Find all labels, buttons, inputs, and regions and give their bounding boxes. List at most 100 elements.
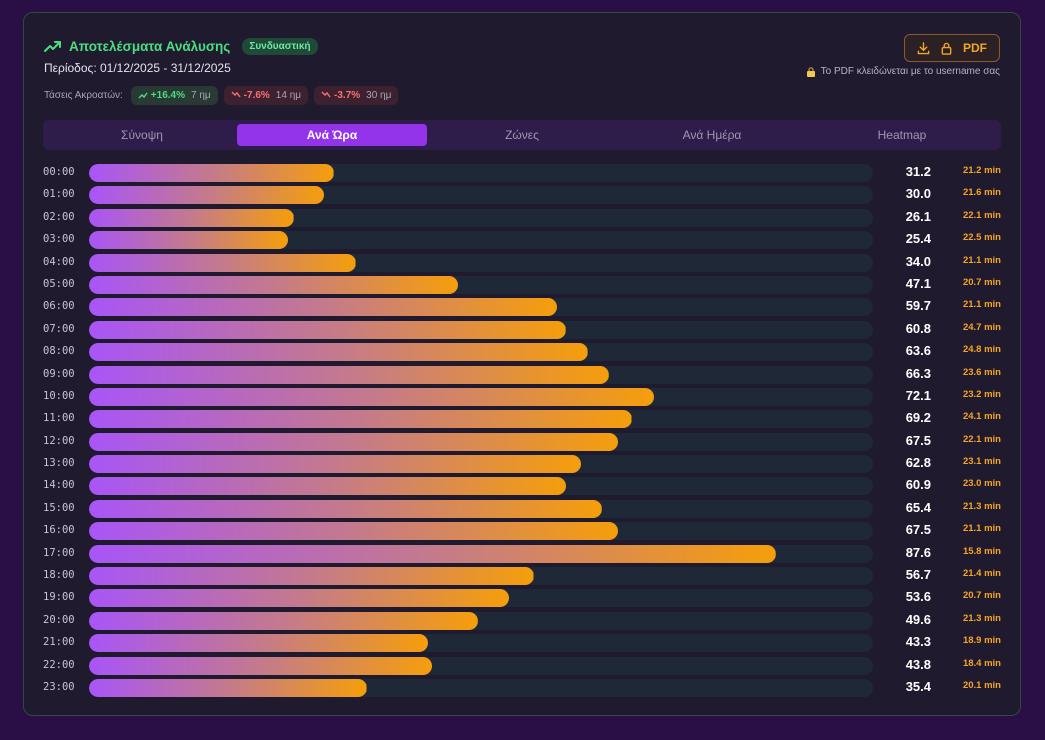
bar-value: 30.0 — [905, 186, 931, 202]
trend-days: 30 ημ — [366, 89, 392, 101]
hour-label: 21:00 — [43, 636, 75, 649]
bar-value: 67.5 — [905, 432, 931, 448]
tab-zones[interactable]: Ζώνες — [505, 128, 539, 142]
bar-fill — [89, 186, 325, 205]
avg-duration: 18.9 min — [962, 635, 1001, 647]
bar-value: 63.6 — [905, 343, 931, 359]
hour-row: 02:00 26.1 22.1 min — [43, 207, 1001, 229]
hour-row: 14:00 60.9 23.0 min — [43, 475, 1001, 497]
avg-duration: 21.1 min — [962, 254, 1001, 266]
pdf-lock-note: Το PDF κλειδώνεται με το username σας — [806, 66, 1000, 77]
bar-value: 43.8 — [905, 656, 931, 672]
bar-fill — [89, 231, 289, 250]
lock-icon — [941, 42, 952, 55]
bar-value: 87.6 — [905, 544, 931, 560]
tab-by-hour[interactable]: Ανά Ώρα — [237, 124, 427, 146]
bar-track — [89, 275, 873, 294]
tab-by-day[interactable]: Ανά Ημέρα — [682, 128, 742, 142]
hour-row: 15:00 65.4 21.3 min — [43, 498, 1001, 520]
hour-row: 16:00 67.5 21.1 min — [43, 520, 1001, 542]
bar-track — [89, 477, 873, 496]
avg-duration: 21.3 min — [962, 500, 1001, 512]
avg-duration: 23.0 min — [962, 478, 1001, 490]
bar-fill — [89, 477, 567, 496]
avg-duration: 21.1 min — [962, 299, 1001, 311]
hour-label: 15:00 — [43, 501, 75, 514]
bar-fill — [89, 320, 566, 339]
bar-value: 34.0 — [905, 253, 931, 269]
avg-duration: 24.8 min — [962, 344, 1001, 356]
hour-label: 14:00 — [43, 479, 75, 492]
hour-label: 13:00 — [43, 457, 75, 470]
hour-label: 06:00 — [43, 300, 75, 313]
hour-label: 17:00 — [43, 546, 75, 559]
bar-fill — [89, 410, 632, 429]
hour-label: 16:00 — [43, 524, 75, 537]
hour-row: 07:00 60.8 24.7 min — [43, 319, 1001, 341]
bar-fill — [89, 164, 334, 182]
bar-fill — [89, 387, 655, 406]
hour-label: 10:00 — [43, 389, 75, 402]
bar-track — [89, 164, 873, 182]
bar-track — [89, 320, 873, 339]
bar-fill — [89, 455, 582, 474]
bar-track — [89, 611, 873, 630]
listener-trends: Τάσεις Ακροατών: +16.4% 7 ημ -7.6% 14 ημ — [44, 85, 1000, 105]
bar-fill — [89, 678, 367, 697]
bar-value: 31.2 — [905, 164, 931, 179]
hour-label: 22:00 — [43, 658, 75, 671]
lock-icon — [806, 66, 815, 77]
hour-row: 05:00 47.1 20.7 min — [43, 274, 1001, 296]
trend-days: 7 ημ — [191, 89, 211, 101]
avg-duration: 22.5 min — [962, 232, 1001, 244]
hour-row: 18:00 56.7 21.4 min — [43, 565, 1001, 587]
bar-track — [89, 298, 873, 317]
bar-fill — [89, 544, 776, 563]
bar-track — [89, 522, 873, 541]
bar-track — [89, 634, 873, 653]
hour-row: 03:00 25.4 22.5 min — [43, 229, 1001, 251]
bar-value: 60.8 — [905, 320, 931, 336]
bar-track — [89, 253, 873, 272]
bar-track — [89, 678, 873, 697]
hour-row: 04:00 34.0 21.1 min — [43, 252, 1001, 274]
hour-label: 19:00 — [43, 591, 75, 604]
trending-down-icon — [231, 91, 241, 98]
tab-heatmap[interactable]: Heatmap — [877, 128, 927, 142]
tab-summary[interactable]: Σύνοψη — [121, 128, 163, 142]
bar-fill — [89, 589, 510, 608]
hour-row: 01:00 30.0 21.6 min — [43, 184, 1001, 206]
bar-track — [89, 343, 873, 362]
avg-duration: 20.7 min — [962, 590, 1001, 602]
bar-fill — [89, 275, 459, 294]
avg-duration: 21.4 min — [962, 568, 1001, 580]
pdf-download-button[interactable]: PDF — [904, 34, 1000, 62]
bar-fill — [89, 522, 619, 541]
bar-value: 25.4 — [905, 231, 931, 247]
results-header: Αποτελέσματα Ανάλυσης Συνδυαστική Περίοδ… — [44, 35, 1000, 105]
trend-chip-7d: +16.4% 7 ημ — [130, 85, 218, 105]
avg-duration: 24.1 min — [962, 411, 1001, 423]
bar-track — [89, 365, 873, 384]
pdf-note-text: Το PDF κλειδώνεται με το username σας — [820, 66, 1000, 77]
trend-pct: +16.4% — [150, 89, 185, 101]
bar-track — [89, 231, 873, 250]
results-card: Αποτελέσματα Ανάλυσης Συνδυαστική Περίοδ… — [23, 12, 1021, 716]
hour-label: 20:00 — [43, 613, 75, 626]
bar-value: 56.7 — [905, 567, 931, 583]
avg-duration: 23.2 min — [962, 388, 1001, 400]
bar-value: 66.3 — [905, 365, 931, 381]
bar-track — [89, 455, 873, 474]
bar-fill — [89, 298, 558, 317]
bar-value: 62.8 — [905, 455, 931, 471]
hour-label: 00:00 — [43, 166, 75, 178]
bar-track — [89, 567, 873, 586]
hour-row: 17:00 87.6 15.8 min — [43, 543, 1001, 565]
trend-pct: -3.7% — [334, 89, 361, 101]
trend-pct: -7.6% — [243, 89, 270, 101]
bar-track — [89, 656, 873, 675]
bar-fill — [89, 611, 478, 630]
bar-fill — [89, 365, 609, 384]
hour-label: 03:00 — [43, 233, 75, 246]
hour-row: 09:00 66.3 23.6 min — [43, 364, 1001, 386]
